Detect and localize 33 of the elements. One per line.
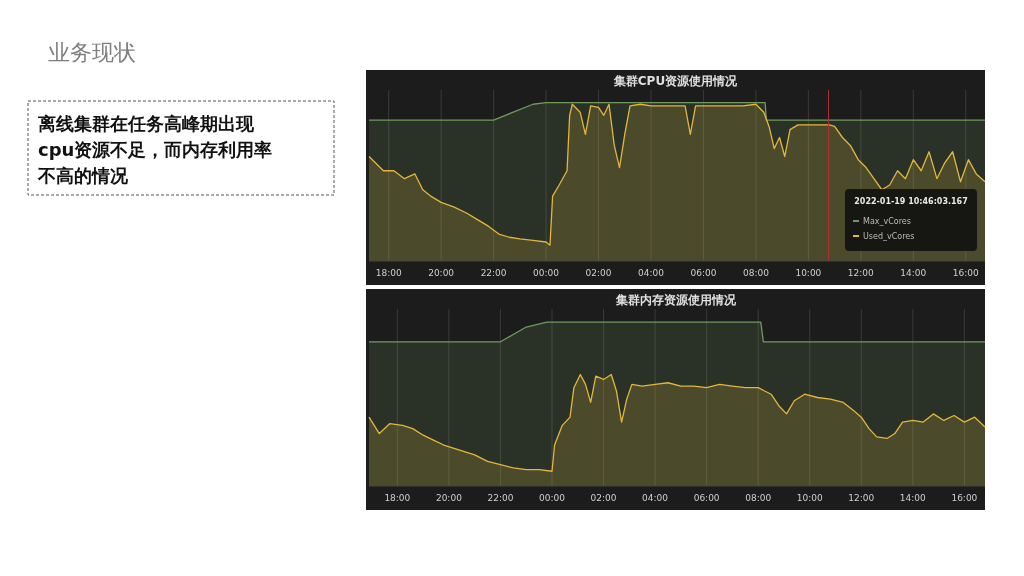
x-tick-label: 12:00	[847, 268, 875, 278]
x-tick-label: 22:00	[487, 493, 514, 503]
x-tick-label: 12:00	[848, 493, 875, 503]
x-tick-label: 16:00	[952, 268, 980, 278]
x-tick-label: 18:00	[375, 268, 402, 278]
annotation: 2022-01-19 10:46:03.167	[854, 197, 968, 206]
x-tick-label: 00:00	[533, 268, 560, 278]
x-tick-label: 04:00	[642, 493, 669, 503]
x-tick-label: 14:00	[900, 268, 927, 278]
text: 业务现状	[48, 40, 136, 65]
x-tick-label: 02:00	[590, 493, 617, 503]
x-tick-label: 04:00	[638, 268, 665, 278]
x-tick-label: 00:00	[539, 493, 566, 503]
legend-label: Used_vCores	[863, 232, 915, 241]
x-tick-label: 08:00	[745, 493, 772, 503]
x-tick-label: 22:00	[480, 268, 507, 278]
chart-title: 集群内存资源使用情况	[614, 293, 737, 307]
x-tick-label: 10:00	[796, 493, 823, 503]
legend-label: Max_vCores	[863, 217, 911, 226]
x-tick-label: 20:00	[435, 493, 463, 503]
x-tick-label: 14:00	[899, 493, 927, 503]
x-tick-label: 06:00	[693, 493, 720, 503]
chart-title: 集群CPU资源使用情况	[612, 74, 739, 88]
x-tick-label: 18:00	[384, 493, 411, 503]
text: 离线集群在任务高峰期出现	[37, 113, 255, 134]
x-tick-label: 02:00	[585, 268, 612, 278]
x-tick-label: 16:00	[951, 493, 978, 503]
x-tick-label: 08:00	[742, 268, 770, 278]
x-tick-label: 06:00	[690, 268, 717, 278]
x-tick-label: 10:00	[795, 268, 822, 278]
text: 不高的情况	[37, 165, 129, 186]
text: cpu资源不足，而内存利用率	[38, 139, 273, 160]
x-tick-label: 20:00	[428, 268, 455, 278]
